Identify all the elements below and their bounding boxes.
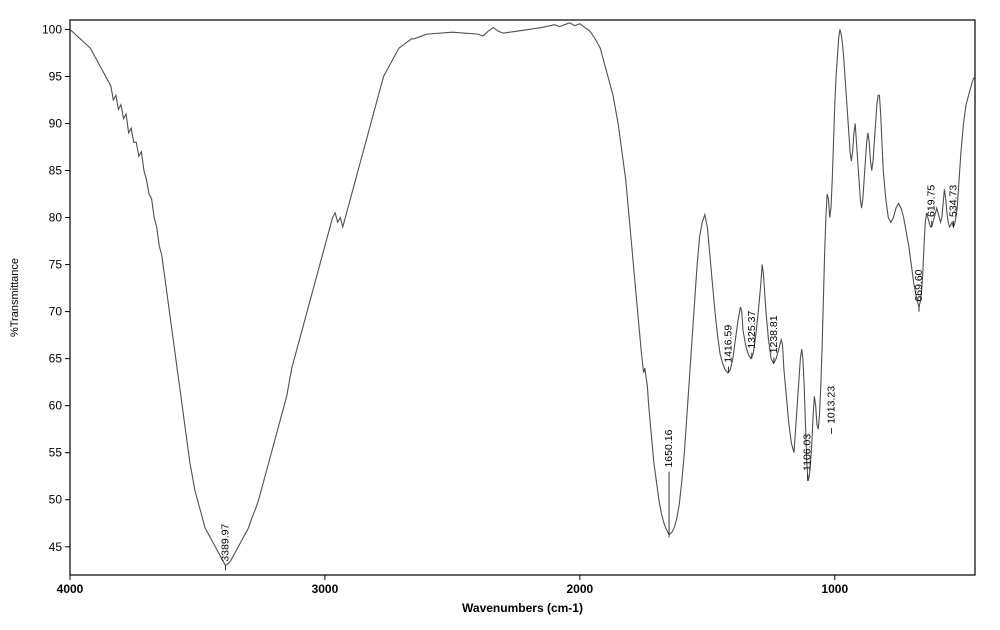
- peak-label: 669.60: [913, 269, 925, 301]
- y-tick-label: 90: [49, 116, 63, 130]
- ir-spectrum-chart: 45 50 55 60 65 70 75 80 85 90 95 100 4000 3000 2000 100…: [0, 0, 1000, 630]
- x-tick-label: 4000: [57, 582, 84, 596]
- peak-label: 1106.03: [802, 434, 814, 471]
- y-tick-label: 50: [49, 493, 63, 507]
- y-tick-label: 95: [49, 69, 63, 83]
- peak-label: 3389.97: [220, 523, 232, 561]
- y-tick-label: 65: [49, 352, 63, 366]
- x-tick-label: 3000: [312, 582, 339, 596]
- peak-label: 1013.23: [825, 386, 837, 424]
- y-tick-label: 70: [49, 305, 63, 319]
- peak-label: 1650.16: [663, 429, 675, 467]
- y-tick-label: 100: [42, 22, 62, 36]
- peak-label: 534.73: [947, 185, 959, 217]
- x-tick-label: 2000: [567, 582, 594, 596]
- chart-svg: 45 50 55 60 65 70 75 80 85 90 95 100 4000 3000 2000 100…: [0, 0, 1000, 630]
- peak-label: 1325.37: [746, 311, 758, 349]
- spectrum-line: [70, 23, 975, 566]
- y-tick-label: 80: [49, 211, 63, 225]
- x-tick-label: 1000: [821, 582, 848, 596]
- y-tick-label: 45: [49, 540, 63, 554]
- y-tick-label: 55: [49, 446, 63, 460]
- x-axis-label: Wavenumbers (cm-1): [462, 601, 583, 615]
- y-tick-label: 60: [49, 399, 63, 413]
- y-axis-label: %Transmittance: [9, 258, 21, 337]
- peak-label: 1238.81: [768, 315, 780, 353]
- y-tick-label: 75: [49, 258, 63, 272]
- plot-border: [70, 20, 975, 575]
- peak-label: 619.75: [926, 185, 938, 217]
- peak-label: 1416.59: [723, 325, 735, 363]
- y-tick-label: 85: [49, 164, 63, 178]
